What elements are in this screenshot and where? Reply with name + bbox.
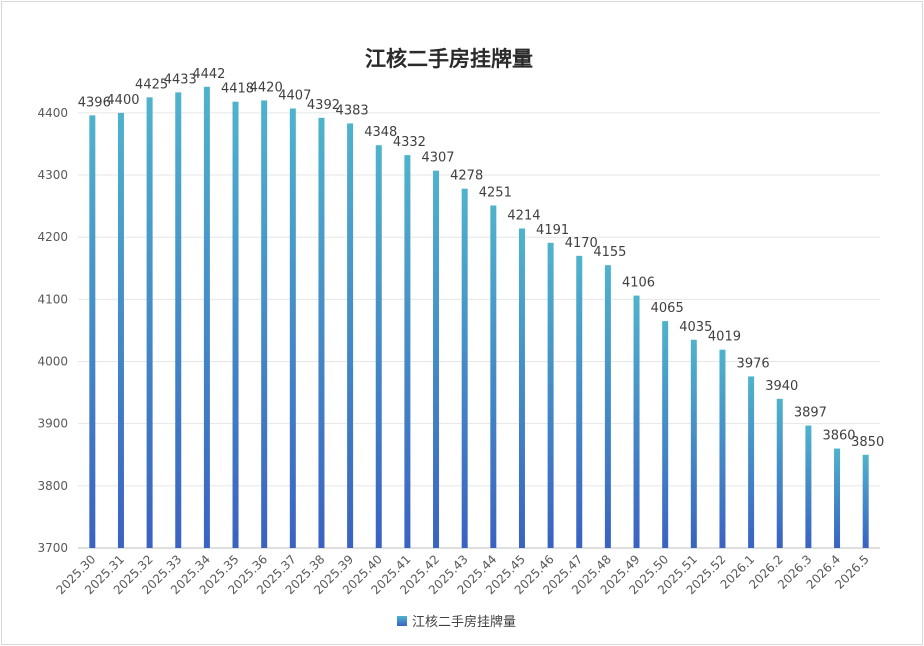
- bar: [203, 86, 210, 548]
- y-axis-ticks: 3700 3800 3900 4000 4100 4200 4300 4400: [37, 106, 68, 555]
- bar: [834, 448, 841, 548]
- data-label: 4155: [593, 245, 626, 260]
- bar: [776, 398, 783, 548]
- bar: [633, 295, 640, 548]
- data-label: 4400: [106, 93, 139, 108]
- data-label: 3976: [737, 356, 770, 371]
- bar: [604, 265, 611, 548]
- data-label: 3897: [794, 406, 827, 421]
- bar: [146, 97, 153, 548]
- bar: [289, 108, 296, 548]
- data-label: 4418: [221, 82, 254, 97]
- data-label: 4420: [250, 80, 283, 95]
- data-label: 4214: [507, 208, 540, 223]
- data-label: 4332: [393, 135, 426, 150]
- bars: [89, 86, 869, 549]
- data-label: 4433: [164, 72, 197, 87]
- data-label: 4396: [78, 95, 111, 110]
- bar: [690, 339, 697, 548]
- bar: [232, 101, 239, 549]
- bar: [318, 117, 325, 549]
- data-label: 4407: [278, 89, 311, 104]
- x-axis-ticks: 2025.302025.312025.322025.332025.342025.…: [53, 552, 871, 597]
- bar: [89, 115, 96, 548]
- legend-label: 江核二手房挂牌量: [412, 614, 516, 630]
- data-label: 4065: [651, 301, 684, 316]
- y-tick-label: 4200: [37, 230, 68, 244]
- bar: [433, 170, 440, 549]
- data-label: 4019: [708, 330, 741, 345]
- data-label: 4035: [679, 320, 712, 335]
- data-label: 3940: [765, 379, 798, 394]
- data-label: 4106: [622, 276, 655, 291]
- data-label: 3850: [851, 435, 884, 450]
- data-label: 4251: [479, 185, 512, 200]
- bar: [662, 321, 669, 548]
- data-label: 4191: [536, 223, 569, 238]
- data-label: 4392: [307, 98, 340, 113]
- bar: [261, 100, 268, 548]
- bar: [719, 349, 726, 548]
- y-tick-label: 3800: [37, 479, 68, 493]
- bar: [461, 188, 468, 548]
- y-tick-label: 4300: [37, 168, 68, 182]
- y-tick-label: 4400: [37, 106, 68, 120]
- data-label: 4307: [421, 151, 454, 166]
- data-labels: 4396440044254433444244184420440743924383…: [78, 67, 884, 450]
- y-tick-label: 3900: [37, 417, 68, 431]
- data-label: 4170: [565, 236, 598, 251]
- data-label: 4348: [364, 125, 397, 140]
- y-tick-label: 4100: [37, 292, 68, 306]
- data-label: 4278: [450, 169, 483, 184]
- y-tick-label: 3700: [37, 541, 68, 555]
- bar: [518, 228, 525, 548]
- bar: [347, 123, 354, 548]
- bar: [375, 145, 382, 548]
- legend-swatch: [397, 616, 407, 626]
- bar: [862, 454, 869, 548]
- bar: [805, 425, 812, 548]
- bar: [748, 376, 755, 548]
- bar: [547, 242, 554, 548]
- bar: [576, 255, 583, 549]
- gridlines: [78, 112, 880, 549]
- bar: [175, 92, 182, 548]
- bar: [404, 155, 411, 548]
- y-tick-label: 4000: [37, 355, 68, 369]
- bar: [490, 205, 497, 548]
- data-label: 3860: [822, 429, 855, 444]
- chart-title: 江核二手房挂牌量: [365, 46, 533, 71]
- data-label: 4383: [336, 103, 369, 118]
- legend: 江核二手房挂牌量: [397, 614, 516, 630]
- bar: [117, 112, 124, 548]
- data-label: 4425: [135, 77, 168, 92]
- data-label: 4442: [192, 67, 225, 82]
